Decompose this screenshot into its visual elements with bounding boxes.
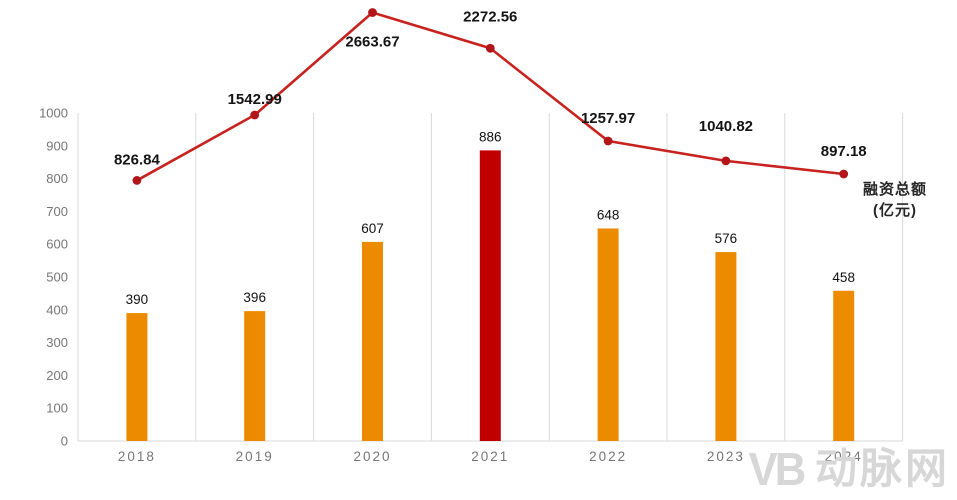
line-point-2021 (485, 43, 495, 53)
line-point-2023 (721, 156, 731, 166)
x-tick-label-2019: 2019 (236, 449, 274, 464)
y-tick-label: 500 (46, 270, 68, 285)
x-tick-label-2020: 2020 (353, 449, 391, 464)
y-tick-label: 300 (46, 335, 68, 350)
bar-value-label: 396 (243, 290, 266, 305)
y-tick-label: 600 (46, 237, 68, 252)
bar-value-label: 648 (597, 207, 620, 222)
line-value-label: 1542.99 (228, 91, 282, 108)
vcbeat-logo-icon: VB (748, 443, 807, 495)
bar-2021 (479, 150, 501, 441)
bar-2020 (362, 241, 383, 441)
line-value-label: 1040.82 (699, 118, 753, 135)
line-value-label: 897.18 (821, 143, 867, 160)
watermark: VB 动脉网 (747, 446, 950, 492)
bar-2022 (597, 228, 619, 441)
x-tick-label-2021: 2021 (471, 449, 509, 464)
line-point-2022 (603, 136, 613, 146)
y-tick-label: 100 (46, 401, 68, 416)
y-tick-label: 700 (46, 204, 68, 219)
bar-value-label: 390 (126, 292, 149, 307)
x-tick-label-2022: 2022 (589, 449, 627, 464)
y-tick-label: 400 (46, 302, 68, 317)
bar-2019 (244, 311, 266, 441)
line-point-2019 (250, 110, 260, 120)
bar-value-label: 458 (832, 270, 855, 285)
line-value-label: 2663.67 (345, 34, 399, 51)
legend-line-2: (亿元) (873, 202, 917, 219)
line-point-2020 (368, 8, 377, 17)
bar-value-label: 576 (715, 231, 738, 246)
x-tick-label-2024: 2024 (825, 449, 863, 464)
x-tick-label-2023: 2023 (707, 449, 745, 464)
bar-value-label: 886 (479, 129, 502, 144)
y-tick-label: 800 (46, 171, 68, 186)
y-tick-label: 1000 (39, 106, 68, 121)
line-value-label: 2272.56 (463, 8, 517, 25)
legend-line-1: 融资总额 (862, 181, 927, 198)
watermark-brand-text: 动脉网 (814, 445, 950, 492)
line-point-2024 (839, 169, 849, 179)
legend: 融资总额 (亿元) (835, 179, 955, 221)
y-tick-label: 900 (46, 138, 68, 153)
line-value-label: 1257.97 (581, 110, 635, 127)
bar-2024 (833, 290, 855, 441)
y-tick-label: 200 (46, 368, 68, 383)
x-tick-label-2018: 2018 (118, 449, 156, 464)
bar-value-label: 607 (361, 221, 384, 236)
bar-2018 (126, 313, 148, 441)
line-point-2018 (132, 176, 142, 185)
y-tick-label: 0 (61, 434, 68, 449)
bar-2023 (715, 252, 737, 441)
line-value-label: 826.84 (114, 151, 161, 168)
